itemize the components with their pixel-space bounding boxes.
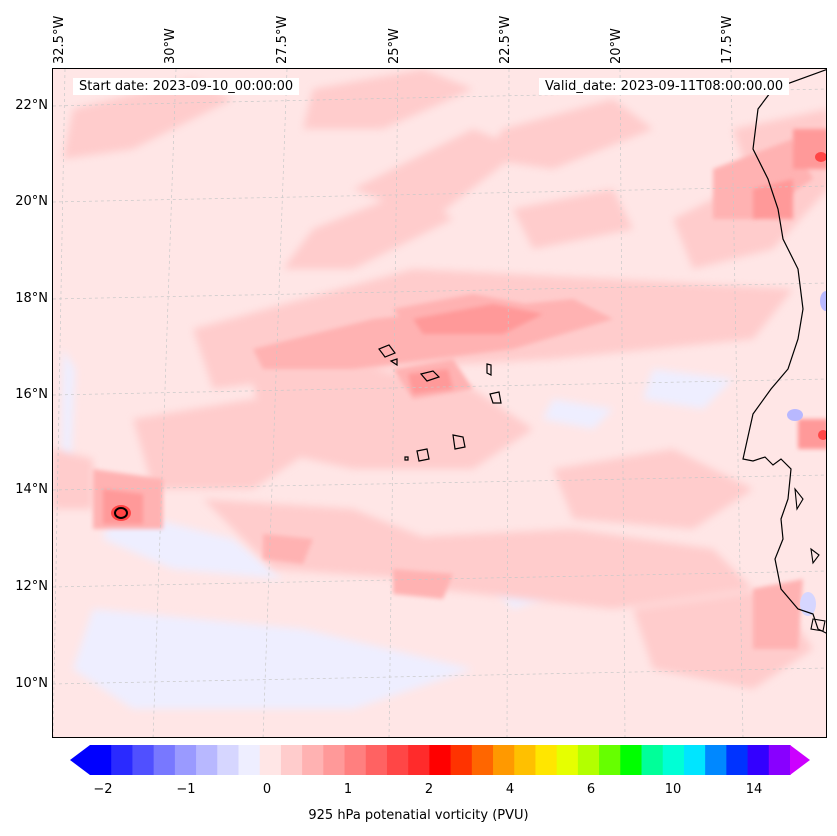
colorbar-cell	[514, 745, 537, 775]
colorbar-cell	[111, 745, 134, 775]
colorbar-cell	[705, 745, 727, 775]
colorbar-cell	[599, 745, 621, 775]
colorbar-cell	[238, 745, 261, 775]
lat-label-22n: 22°N	[15, 98, 48, 113]
lon-label-30w: 30°W	[163, 28, 178, 64]
lon-label-22-5w: 22.5°W	[498, 15, 513, 64]
colorbar-tick-4: 4	[505, 782, 515, 797]
lat-label-20n: 20°N	[15, 194, 48, 209]
lon-label-27-5w: 27.5°W	[275, 15, 290, 64]
colorbar-cell	[217, 745, 240, 775]
colorbar-cell	[196, 745, 218, 775]
colorbar-tick-14: 14	[745, 782, 763, 797]
colorbar-cell	[641, 745, 664, 775]
colorbar-cell	[662, 745, 685, 775]
lat-label-12n: 12°N	[15, 579, 48, 594]
lat-label-16n: 16°N	[15, 387, 48, 402]
lon-label-32-5w: 32.5°W	[52, 15, 67, 64]
colorbar-cell	[450, 745, 473, 775]
lat-label-10n: 10°N	[15, 676, 48, 691]
colorbar	[70, 745, 810, 775]
colorbar-cell	[90, 745, 112, 775]
lon-label-17-5w: 17.5°W	[720, 15, 735, 64]
colorbar-cell	[535, 745, 558, 775]
lat-label-18n: 18°N	[15, 291, 48, 306]
colorbar-tick-1: 1	[343, 782, 353, 797]
lon-label-20w: 20°W	[609, 28, 624, 64]
pv-bands-strong	[103, 129, 826, 524]
colorbar-cell	[302, 745, 324, 775]
start-date-label: Start date: 2023-09-10_00:00:00	[73, 78, 300, 95]
colorbar-tick-6: 6	[586, 782, 596, 797]
colorbar-cell	[323, 745, 346, 775]
colorbar-cell	[556, 745, 579, 775]
colorbar-cell	[386, 745, 409, 775]
pv-field	[53, 69, 826, 737]
colorbar-label: 925 hPa potenatial vorticity (PVU)	[308, 808, 529, 823]
cape-verde-islands	[378, 344, 502, 462]
lon-label-25w: 25°W	[387, 28, 402, 64]
colorbar-cell	[429, 745, 452, 775]
colorbar-extend-high	[790, 745, 810, 775]
colorbar-cell	[344, 745, 367, 775]
colorbar-cell	[259, 745, 282, 775]
colorbar-tick-minus1: −1	[176, 782, 196, 797]
valid-date-label: Valid_date: 2023-09-11T08:00:00.00	[539, 78, 790, 95]
pv-minima	[787, 291, 826, 616]
colorbar-extend-low	[70, 745, 90, 775]
colorbar-cell	[174, 745, 197, 775]
coastal-islands	[794, 487, 826, 632]
colorbar-tick-2: 2	[424, 782, 434, 797]
graticule	[53, 69, 826, 737]
colorbar-cell	[768, 745, 791, 775]
colorbar-tick-minus2: −2	[93, 782, 113, 797]
colorbar-tick-0: 0	[262, 782, 272, 797]
colorbar-tick-10: 10	[664, 782, 682, 797]
colorbar-cell	[493, 745, 515, 775]
colorbar-cell	[726, 745, 749, 775]
colorbar-cell	[408, 745, 430, 775]
map-panel[interactable]	[52, 68, 827, 738]
colorbar-cell	[132, 745, 155, 775]
colorbar-cell	[747, 745, 770, 775]
african-coastline	[742, 69, 826, 634]
lat-label-14n: 14°N	[15, 482, 48, 497]
colorbar-cell	[620, 745, 643, 775]
colorbar-cell	[280, 745, 303, 775]
colorbar-cell	[577, 745, 600, 775]
colorbar-cell	[683, 745, 706, 775]
colorbar-cell	[153, 745, 176, 775]
colorbar-cell	[471, 745, 494, 775]
colorbar-cell	[365, 745, 388, 775]
cyclone-center-marker	[114, 507, 128, 519]
